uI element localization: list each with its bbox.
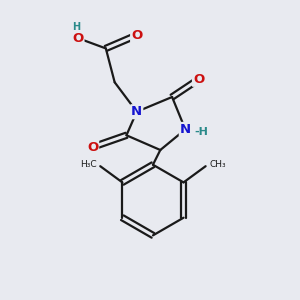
Text: -H: -H bbox=[194, 127, 208, 137]
Text: CH₃: CH₃ bbox=[209, 160, 226, 169]
Text: H: H bbox=[72, 22, 80, 32]
Text: N: N bbox=[180, 123, 191, 136]
Text: N: N bbox=[131, 105, 142, 118]
Text: H₃C: H₃C bbox=[80, 160, 97, 169]
Text: O: O bbox=[72, 32, 83, 45]
Text: O: O bbox=[131, 29, 142, 42]
Text: O: O bbox=[87, 141, 98, 154]
Text: O: O bbox=[193, 73, 204, 86]
